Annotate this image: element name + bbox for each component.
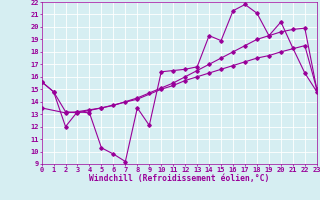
X-axis label: Windchill (Refroidissement éolien,°C): Windchill (Refroidissement éolien,°C) <box>89 174 269 183</box>
